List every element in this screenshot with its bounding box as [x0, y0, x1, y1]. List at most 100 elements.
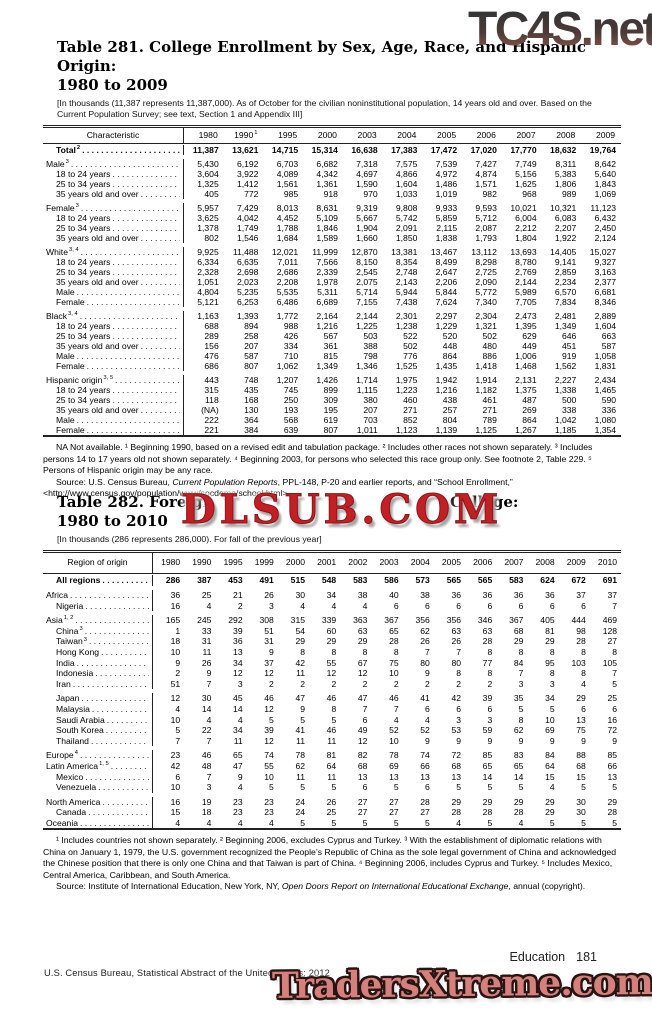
value-cell: 367 [384, 615, 399, 626]
value-cell: 1,914 [475, 375, 497, 386]
value-cell: 798 [363, 351, 378, 362]
value-cell: 5 [425, 817, 430, 828]
value-cell: 1,435 [435, 361, 458, 372]
value-cell: 387 [197, 575, 212, 586]
year-header: 2008 [535, 556, 555, 567]
year-header: 2009 [566, 556, 586, 567]
value-cell: 221 [204, 425, 219, 436]
value-cell: 77 [482, 657, 493, 668]
value-cell: 1,069 [594, 189, 617, 200]
value-cell: 16 [170, 796, 181, 807]
value-cell: 36 [170, 590, 181, 600]
value-cell: 12 [264, 668, 274, 679]
value-cell: 5 [487, 782, 493, 793]
value-cell: 2,115 [436, 223, 458, 234]
table-row: 35 years old and over 156 207 334 361 388 502 4… [43, 341, 621, 352]
year-header: 2002 [348, 556, 368, 567]
value-cell: 2,647 [435, 267, 458, 278]
row-label-cell: Africa [43, 590, 153, 601]
value-cell: 2,545 [356, 267, 378, 278]
table-282-note: [In thousands (286 represents 286,000). … [57, 534, 322, 544]
value-cell: 3,163 [594, 267, 617, 278]
table-row: North America 16 19 23 23 24 26 27 27 28 29 29 29 29 3… [43, 796, 621, 808]
value-cell: 4 [206, 714, 212, 725]
value-cell: 1,375 [515, 385, 537, 396]
value-cell: 1 [175, 625, 181, 636]
value-cell: 31 [264, 636, 274, 647]
table-row: Africa 36 25 21 26 30 34 38 40 38 36 36 36 36 37 37 [43, 590, 621, 601]
value-cell: 710 [283, 351, 299, 362]
value-cell: 12 [233, 668, 243, 679]
table-row: Iran 51 7 3 2 2 2 2 2 2 2 2 3 3 4 5 [43, 678, 621, 690]
value-cell: 2 [487, 678, 493, 689]
value-cell: 2,208 [276, 277, 299, 288]
row-label: 18 to 24 years [56, 213, 111, 224]
value-cell: 37 [576, 590, 586, 600]
value-cell: 27 [389, 796, 399, 807]
value-cell: 2,301 [395, 311, 418, 322]
value-cell: 388 [363, 341, 378, 352]
value-cell: 165 [165, 615, 181, 626]
table-row: Venezuela 10 3 4 5 5 5 6 5 6 5 5 5 4 5 5 [43, 782, 621, 793]
value-cell: 4 [300, 600, 306, 611]
year-header: 2003 [379, 556, 399, 567]
row-label-cell: Mexico [43, 771, 153, 783]
value-cell: 1,185 [554, 425, 577, 436]
leader-dots [101, 647, 149, 658]
value-cell: 480 [482, 341, 497, 352]
row-label-cell: 35 years old and over [43, 189, 184, 200]
value-cell: 68 [576, 760, 586, 771]
value-cell: 4,042 [236, 213, 259, 224]
source-publication: Current Population Reports [172, 476, 278, 487]
table-row: Female 686 807 1,062 1,349 1,346 1,525 1,435 1,4… [43, 361, 621, 372]
value-cell: 4 [362, 600, 368, 611]
table-row: Male 476 587 710 815 798 776 864 886 1,006 919 1,05… [43, 351, 621, 362]
page-label: Education [509, 950, 566, 964]
value-cell: 11 [296, 735, 306, 746]
value-cell: 69 [545, 725, 555, 736]
value-cell: 346 [477, 615, 493, 626]
value-cell: 7,566 [316, 257, 338, 268]
value-cell: 8,642 [594, 159, 617, 170]
value-cell: 1,354 [594, 425, 617, 436]
table-row: Indonesia 2 9 12 12 11 12 12 10 9 8 8 7 8 8 7 [43, 668, 621, 679]
row-label: 25 to 34 years [56, 223, 111, 234]
value-cell: 1,922 [554, 233, 577, 244]
value-cell: 5,844 [435, 287, 458, 298]
value-cell: 69 [389, 760, 399, 771]
value-cell: 78 [295, 750, 306, 761]
leader-dots [141, 233, 180, 243]
table-281-title-line2: 1980 to 2009 [57, 76, 168, 94]
value-cell: 26 [451, 636, 462, 647]
value-cell: 8 [549, 668, 555, 679]
table-header-row: Region of origin 1980 1990 1995 1999 2000 2001… [43, 552, 621, 574]
table-row: Latin America1, 5 42 48 47 55 62 64 68 69 66 68 65 6… [43, 760, 621, 772]
value-cell: 17,383 [391, 145, 418, 156]
value-cell: 703 [363, 415, 378, 426]
value-cell: 491 [259, 575, 274, 586]
value-cell: 864 [442, 351, 458, 362]
value-cell: 18,632 [550, 145, 577, 156]
value-cell: 5 [331, 817, 337, 828]
value-cell: 9 [206, 668, 212, 679]
table-row: Nigeria 16 4 2 3 4 4 4 6 6 6 6 6 6 6 7 [43, 600, 621, 612]
leader-dots [91, 736, 149, 747]
value-cell: 361 [323, 341, 338, 352]
value-cell: 1,562 [554, 361, 577, 372]
table-row: Male3 5,430 6,192 6,703 6,682 7,318 7,575 7,539… [43, 159, 621, 170]
value-cell: 405 [204, 189, 219, 200]
value-cell: 72 [607, 725, 618, 736]
value-cell: 1,571 [475, 179, 497, 190]
value-cell: 11 [327, 735, 337, 746]
row-label: North America [46, 796, 101, 807]
row-label: Male [56, 287, 75, 298]
value-cell: 1,684 [276, 233, 299, 244]
value-cell: 590 [601, 395, 617, 406]
value-cell: 5,772 [475, 287, 497, 298]
value-cell: 4 [425, 714, 430, 725]
table-282-section: Table 282. Foreign College: 1980 to 2010… [43, 493, 621, 893]
value-cell: 6 [518, 600, 524, 611]
value-cell: 448 [442, 341, 458, 352]
value-cell: 5,535 [276, 287, 299, 298]
value-cell: 7,834 [554, 297, 577, 308]
